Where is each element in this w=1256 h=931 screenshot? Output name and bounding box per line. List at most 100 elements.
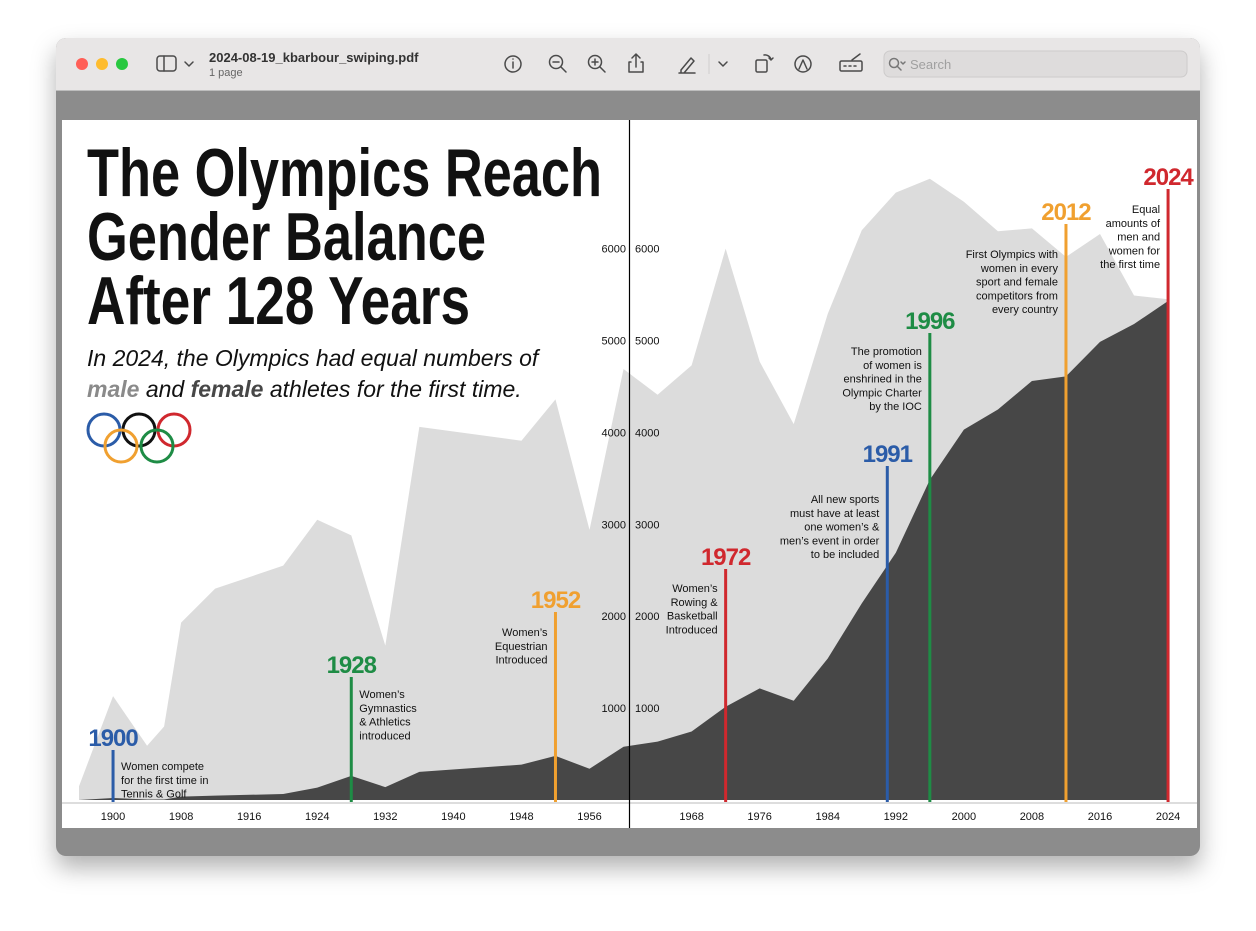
title-line: Gender Balance <box>87 199 486 275</box>
rotate-button[interactable] <box>755 54 774 73</box>
annotation-text: for the first time in <box>121 775 208 787</box>
x-tick-label: 1984 <box>815 811 839 823</box>
annotation-year: 1972 <box>701 544 751 571</box>
annotation-text: Basketball <box>667 611 718 623</box>
subtitle: In 2024, the Olympics had equal numbers … <box>87 345 541 371</box>
annotation-text: Introduced <box>666 624 718 636</box>
annotation-text: women in every <box>980 263 1059 275</box>
x-tick-label: 1932 <box>373 811 397 823</box>
subtitle-text: and <box>146 376 186 402</box>
x-tick-label: 2016 <box>1088 811 1112 823</box>
info-button[interactable] <box>504 55 522 73</box>
window-subtitle: 1 page <box>209 67 243 79</box>
subtitle-text: athletes for the first time. <box>270 376 522 402</box>
x-tick-label: 1924 <box>305 811 329 823</box>
annotation-text: Olympic Charter <box>842 387 922 399</box>
y-tick-label: 1000 <box>635 703 659 715</box>
zoom-in-button[interactable] <box>587 54 606 73</box>
x-tick-label: 1948 <box>509 811 533 823</box>
annotation-text: Rowing & <box>671 597 719 609</box>
minimize-button[interactable] <box>96 58 108 70</box>
markup-button[interactable] <box>678 57 728 74</box>
y-tick-label: 3000 <box>602 519 626 531</box>
annotation-year: 1996 <box>905 308 955 335</box>
plot: 1900 1908 1916 1924 1932 1940 1948 1956 1968 1976… <box>62 164 1197 823</box>
x-tick-label: 1968 <box>679 811 703 823</box>
annotation-year: 1952 <box>531 587 581 614</box>
y-tick-label: 4000 <box>635 427 659 439</box>
x-tick-label: 2024 <box>1156 811 1180 823</box>
annotation-text: First Olympics with <box>966 249 1058 261</box>
annotation-text: Equestrian <box>495 641 548 653</box>
annotation-text: to be included <box>811 549 880 561</box>
annotation-text: Gymnastics <box>359 703 417 715</box>
highlight-button[interactable] <box>794 55 812 73</box>
annotation-year: 1900 <box>88 725 138 752</box>
annotation-text: women for <box>1108 245 1161 257</box>
x-tick-label: 1976 <box>747 811 771 823</box>
annotation-text: must have at least <box>790 508 879 520</box>
y-tick-label: 3000 <box>635 519 659 531</box>
y-tick-label: 1000 <box>602 703 626 715</box>
search-field[interactable] <box>883 50 1188 78</box>
x-tick-label: 1916 <box>237 811 261 823</box>
y-tick-label: 5000 <box>635 336 659 348</box>
window-title: 2024-08-19_kbarbour_swiping.pdf <box>209 50 419 65</box>
y-tick-label: 6000 <box>602 244 626 256</box>
y-tick-label: 4000 <box>602 427 626 439</box>
annotation-text: Women’s <box>359 689 405 701</box>
subtitle-male: male <box>87 376 140 402</box>
annotation-text: sport and female <box>976 277 1058 289</box>
annotation-text: Women’s <box>672 583 718 595</box>
sidebar-button[interactable] <box>156 55 194 72</box>
annotation-text: The promotion <box>851 346 922 358</box>
zoom-button[interactable] <box>116 58 128 70</box>
x-tick-label: 1940 <box>441 811 465 823</box>
y-tick-label: 2000 <box>635 611 659 623</box>
x-tick-label: 1908 <box>169 811 193 823</box>
annotation-text: every country <box>992 304 1059 316</box>
annotation-text: by the IOC <box>869 401 922 413</box>
annotation-text: enshrined in the <box>844 374 922 386</box>
y-tick-label: 5000 <box>602 336 626 348</box>
close-button[interactable] <box>76 58 88 70</box>
y-tick-label: 6000 <box>635 244 659 256</box>
annotation-text: All new sports <box>811 494 880 506</box>
annotation-year: 1928 <box>327 652 377 679</box>
annotation-text: of women is <box>863 360 922 372</box>
olympic-rings <box>86 412 192 464</box>
x-tick-label: 1956 <box>577 811 601 823</box>
form-button[interactable] <box>839 53 863 72</box>
zoom-out-button[interactable] <box>548 54 567 73</box>
search-placeholder: Search <box>910 57 951 72</box>
annotation-text: introduced <box>359 730 410 742</box>
area-female <box>79 301 1169 800</box>
annotation-text: Equal <box>1132 204 1160 216</box>
annotation-year: 2012 <box>1041 199 1091 226</box>
annotation-text: Women’s <box>502 627 548 639</box>
y-tick-label: 2000 <box>602 611 626 623</box>
annotation-text: competitors from <box>976 290 1058 302</box>
annotation-text: men and <box>1117 232 1160 244</box>
title-line: The Olympics Reach <box>87 135 602 211</box>
x-tick-label: 2008 <box>1020 811 1044 823</box>
annotation-text: amounts of <box>1106 218 1161 230</box>
x-tick-label: 1992 <box>884 811 908 823</box>
annotation-text: Tennis & Golf <box>121 789 187 801</box>
x-tick-label: 1900 <box>101 811 125 823</box>
annotation-text: one women’s & <box>804 522 880 534</box>
annotation-text: Introduced <box>495 655 547 667</box>
annotation-text: men’s event in order <box>780 535 880 547</box>
x-tick-label: 2000 <box>952 811 976 823</box>
annotation-text: & Athletics <box>359 717 411 729</box>
annotation-year: 2024 <box>1143 164 1194 191</box>
subtitle-female: female <box>191 376 264 402</box>
annotation-year: 1991 <box>863 441 913 468</box>
chart-title: The Olympics Reach Gender Balance After … <box>87 135 621 339</box>
subtitle: male and female athletes for the first t… <box>87 376 522 402</box>
title-line: After 128 Years <box>87 263 470 339</box>
annotation-text: Women compete <box>121 761 204 773</box>
share-button[interactable] <box>628 53 644 73</box>
